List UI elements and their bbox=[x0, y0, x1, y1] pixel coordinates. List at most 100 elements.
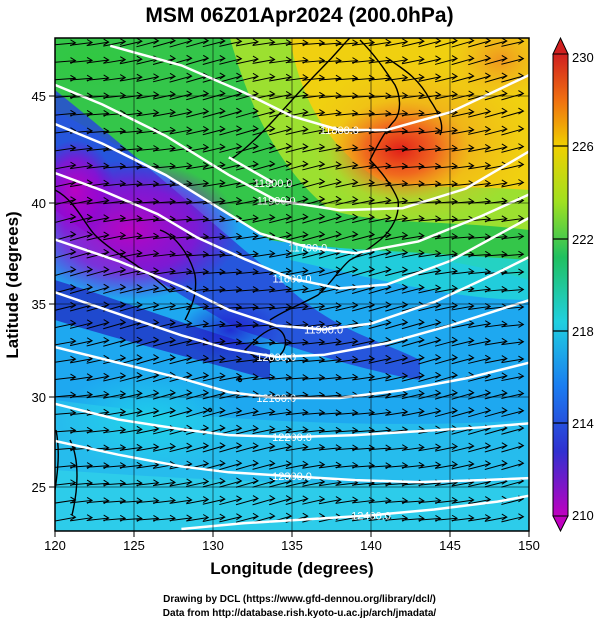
y-axis: 25 30 35 40 45 Latitude (degrees) bbox=[3, 89, 55, 495]
wind-vector-arrow bbox=[119, 284, 143, 294]
wind-vector-arrow bbox=[468, 460, 492, 470]
wind-vector-arrow bbox=[186, 514, 210, 522]
wind-vector-arrow bbox=[269, 178, 293, 189]
wind-vector-arrow bbox=[385, 145, 409, 153]
contour-line bbox=[55, 238, 529, 331]
wind-vector-arrow bbox=[152, 407, 176, 418]
wind-vector-arrow bbox=[451, 337, 475, 347]
wind-vector-arrow bbox=[385, 231, 409, 241]
wind-vector-arrow bbox=[269, 249, 293, 258]
wind-vector-arrow bbox=[169, 162, 193, 170]
wind-vector-arrow bbox=[103, 38, 127, 47]
wind-vector-arrow bbox=[401, 73, 425, 82]
wind-vector-arrow bbox=[418, 389, 442, 400]
wind-vector-arrow bbox=[136, 389, 160, 400]
wind-vector-arrow bbox=[468, 337, 492, 346]
wind-vector-arrow bbox=[401, 232, 425, 240]
wind-vector-arrow bbox=[55, 266, 77, 276]
wind-vector-arrow bbox=[169, 72, 193, 83]
wind-vector-arrow bbox=[119, 73, 143, 82]
wind-vector-arrow bbox=[152, 284, 176, 293]
wind-vector-arrow bbox=[501, 355, 525, 364]
wind-vector-arrow bbox=[302, 213, 326, 224]
wind-vector-arrow bbox=[119, 55, 143, 65]
wind-vector-arrow bbox=[136, 425, 160, 435]
wind-vector-arrow bbox=[335, 266, 359, 277]
wind-vector-arrow bbox=[119, 372, 143, 382]
wind-vector-arrow bbox=[285, 160, 309, 171]
wind-vector-arrow bbox=[136, 443, 160, 452]
wind-vector-arrow bbox=[302, 109, 326, 117]
wind-vector-arrow bbox=[103, 336, 127, 347]
wind-vector-arrow bbox=[202, 90, 226, 101]
contour-line bbox=[55, 291, 529, 359]
wind-vector-arrow bbox=[501, 215, 525, 222]
wind-vector-arrow bbox=[285, 249, 309, 259]
wind-vector-arrow bbox=[285, 285, 309, 293]
wind-vector-arrow bbox=[119, 407, 143, 417]
wind-vector-arrow bbox=[335, 161, 359, 170]
wind-vector-arrow bbox=[285, 178, 309, 189]
wind-vector-arrow bbox=[418, 407, 442, 417]
wind-vector-arrow bbox=[318, 496, 342, 505]
wind-vector-arrow bbox=[401, 407, 425, 417]
wind-vector-arrow bbox=[401, 390, 425, 400]
wind-vector-arrow bbox=[285, 495, 309, 506]
wind-vector-arrow bbox=[385, 249, 409, 259]
wind-vector-arrow bbox=[335, 301, 359, 312]
wind-vector-arrow bbox=[451, 162, 475, 170]
wind-vector-arrow bbox=[169, 233, 193, 241]
wind-vector-arrow bbox=[136, 109, 160, 117]
wind-vector-arrow bbox=[501, 107, 525, 118]
credit-data-source: Data from http://database.rish.kyoto-u.a… bbox=[162, 608, 437, 619]
contour-label: 11900.0 bbox=[254, 178, 293, 190]
wind-vector-arrow bbox=[252, 214, 276, 223]
wind-vector-arrow bbox=[318, 195, 342, 206]
wind-vector-arrow bbox=[368, 354, 392, 364]
wind-vector-arrow bbox=[252, 408, 276, 417]
wind-vector-arrow bbox=[186, 320, 210, 328]
wind-vector-arrow bbox=[269, 160, 293, 171]
wind-vector-arrow bbox=[103, 408, 127, 416]
colorbar-label-214: 214 bbox=[572, 416, 594, 431]
wind-vector-arrow bbox=[451, 460, 475, 470]
wind-vector-arrow bbox=[103, 497, 127, 505]
wind-vector-arrow bbox=[69, 283, 94, 295]
wind-vector-arrow bbox=[418, 73, 442, 82]
wind-vector-arrow bbox=[169, 514, 193, 522]
wind-vector-arrow bbox=[434, 336, 459, 347]
wind-vector-arrow bbox=[484, 72, 508, 83]
wind-vector-arrow bbox=[55, 513, 77, 522]
wind-vector-arrow bbox=[451, 514, 475, 522]
wind-vector-arrow bbox=[219, 477, 243, 488]
y-tick-label-35: 35 bbox=[32, 297, 46, 312]
wind-vector-arrow bbox=[368, 266, 392, 277]
wind-vector-arrow bbox=[484, 54, 508, 66]
wind-vector-arrow bbox=[335, 373, 359, 381]
x-axis-label: Longitude (degrees) bbox=[210, 559, 373, 578]
wind-vector-arrow bbox=[235, 477, 259, 488]
wind-vector-arrow bbox=[169, 407, 193, 418]
wind-vector-arrow bbox=[86, 336, 110, 347]
wind-vector-arrow bbox=[152, 443, 176, 452]
wind-vector-arrow bbox=[285, 91, 309, 100]
wind-vector-arrow bbox=[468, 496, 492, 505]
colorbar-label-210: 210 bbox=[572, 508, 594, 523]
wind-vector-arrow bbox=[434, 496, 459, 504]
wind-vector-arrow bbox=[186, 406, 210, 418]
wind-vector-arrow bbox=[401, 443, 425, 451]
wind-vector-arrow bbox=[235, 512, 259, 523]
wind-vector-arrow bbox=[69, 337, 94, 347]
wind-vector-arrow bbox=[434, 443, 459, 452]
wind-vector-arrow bbox=[285, 267, 309, 276]
wind-vector-arrow bbox=[385, 266, 409, 277]
wind-vector-arrow bbox=[418, 38, 442, 48]
y-tick-label-30: 30 bbox=[32, 390, 46, 405]
wind-vector-arrow bbox=[235, 407, 259, 417]
wind-vector-arrow bbox=[119, 162, 143, 170]
wind-vector-arrow bbox=[285, 460, 309, 470]
wind-vector-arrow bbox=[501, 161, 525, 171]
x-tick-label-150: 150 bbox=[518, 538, 540, 553]
wind-vector-arrow bbox=[186, 478, 210, 488]
